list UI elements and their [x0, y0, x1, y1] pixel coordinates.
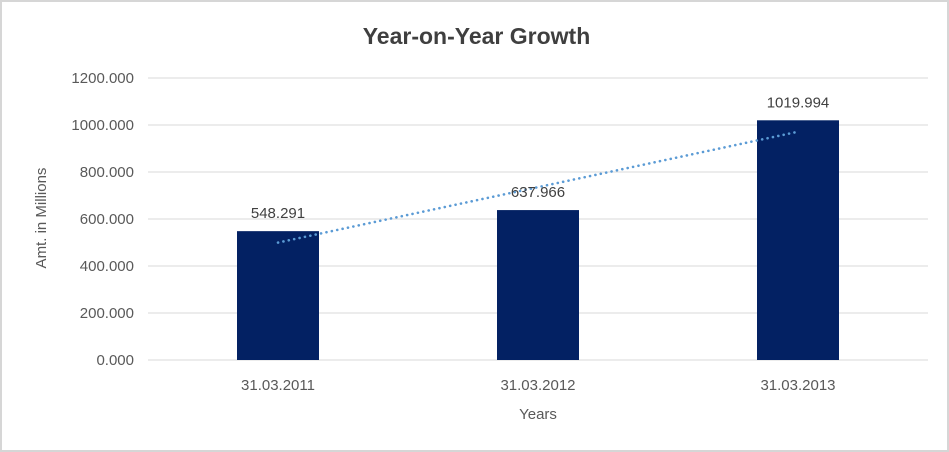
data-label: 637.966 [511, 184, 565, 201]
y-tick-label: 200.000 [80, 305, 134, 322]
data-label: 1019.994 [767, 94, 830, 111]
category-label: 31.03.2012 [500, 377, 575, 394]
y-tick-label: 0.000 [96, 352, 134, 369]
category-label: 31.03.2013 [760, 377, 835, 394]
y-tick-label: 400.000 [80, 258, 134, 275]
y-tick-label: 1200.000 [71, 70, 134, 87]
chart-title: Year-on-Year Growth [362, 23, 591, 49]
y-tick-label: 600.000 [80, 211, 134, 228]
y-tick-label: 800.000 [80, 164, 134, 181]
x-axis-title: Years [519, 406, 557, 423]
bar [497, 210, 579, 360]
category-label: 31.03.2011 [241, 377, 315, 394]
bar [757, 120, 839, 360]
y-tick-label: 1000.000 [71, 117, 134, 134]
trendline [276, 130, 800, 244]
bar [237, 231, 319, 360]
data-label: 548.291 [251, 205, 305, 222]
